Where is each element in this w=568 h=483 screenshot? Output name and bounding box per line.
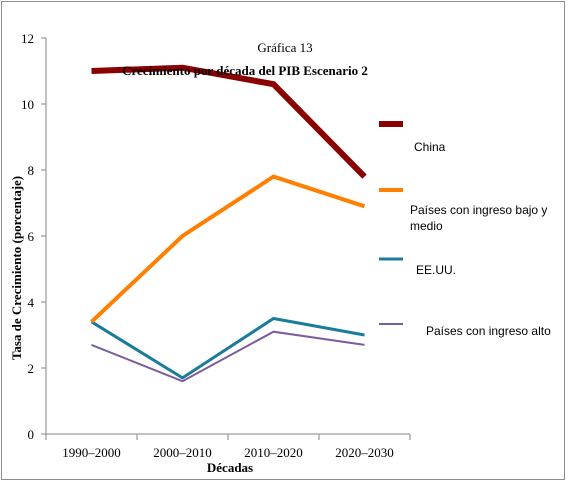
y-tick-label: 8 — [28, 163, 35, 178]
x-tick-label: 2020–2030 — [335, 445, 394, 460]
y-axis-label: Tasa de Crecimiento (porcentaje) — [9, 176, 24, 360]
legend-label-1: Países con ingreso bajo y medio — [410, 203, 547, 233]
series-line-1 — [90, 174, 366, 324]
y-tick-label: 4 — [28, 295, 35, 310]
x-tick-label: 2000–2010 — [153, 445, 212, 460]
y-tick-label: 6 — [28, 229, 35, 244]
x-axis-label: Décadas — [207, 460, 253, 475]
legend-label-2: EE.UU. — [416, 263, 456, 277]
chart-subtitle: Crecimiento por década del PIB Escenario… — [122, 63, 368, 78]
series-line-2 — [90, 316, 365, 380]
x-tick-label: 2010–2020 — [244, 445, 303, 460]
y-tick-label: 12 — [21, 31, 34, 46]
chart-title: Gráfica 13 — [257, 40, 312, 55]
x-tick-label: 1990–2000 — [62, 445, 121, 460]
series-line-3 — [91, 330, 365, 383]
tick-labels: 0 2 4 6 8 10 12 1990–2000 2000–2010 2010–2020 2020… — [21, 31, 394, 460]
legend-label-0: China — [414, 140, 446, 154]
y-tick-label: 2 — [28, 361, 35, 376]
legend-label-3: Países con ingreso alto — [426, 324, 551, 338]
series-line-0 — [91, 64, 367, 179]
axes — [41, 37, 411, 440]
series-lines — [90, 64, 367, 383]
legend: China Países con ingreso bajo y medio EE.UU… — [379, 121, 551, 338]
y-tick-label: 10 — [21, 97, 34, 112]
y-tick-label: 0 — [28, 427, 35, 442]
